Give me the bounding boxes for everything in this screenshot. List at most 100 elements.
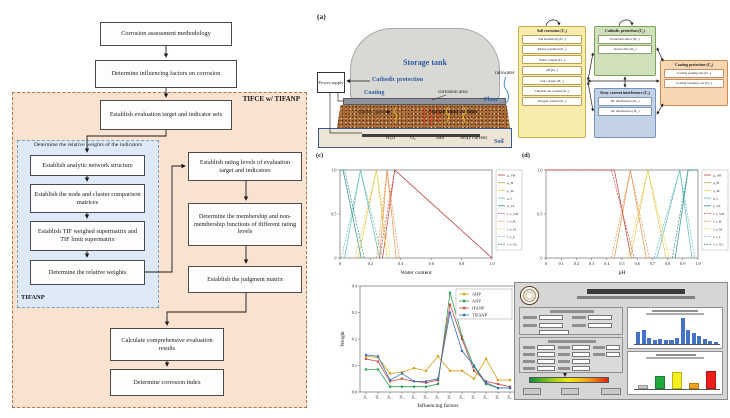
field-label-placeholder — [558, 367, 570, 370]
node-dc-interference: DC interference (D₃₁) — [598, 96, 652, 106]
x-tick-label: D₁₆ — [423, 396, 429, 400]
salt-label: Salt — [436, 135, 445, 141]
corrosion-area-label: corrosion area — [438, 89, 468, 95]
x-axis-label: Water content — [400, 270, 432, 276]
window-title-placeholder — [587, 289, 685, 294]
input-field[interactable] — [606, 345, 620, 350]
legend-entry: IFANP — [472, 306, 485, 311]
x-tick-label: D₄₂ — [507, 396, 513, 400]
action-button[interactable] — [523, 388, 541, 395]
step-factors: Determine influencing factors on corrosi… — [95, 60, 237, 88]
svg-text:0.2: 0.2 — [352, 337, 357, 342]
marker-ANP — [424, 385, 428, 388]
x-tick-label: D₄₁ — [495, 396, 500, 400]
field-label-placeholder — [572, 316, 586, 319]
x-tick-label: D₁₇ — [435, 396, 441, 400]
input-field[interactable] — [539, 323, 563, 328]
stray-current-label: Stray current — [460, 135, 487, 141]
series-1-ν_VH — [379, 169, 493, 259]
legend-entry: AHP — [472, 292, 481, 297]
marker-IFANP — [364, 357, 368, 360]
cluster-cathodic-protection: Cathodic protection (C₂) Protection effe… — [594, 26, 656, 76]
series-μ_M — [357, 169, 388, 259]
mini-bar — [663, 340, 668, 344]
panel-d-label: (d) — [522, 152, 530, 159]
x-tick-label: D₁₂ — [375, 396, 381, 400]
series-1-ν_H — [611, 169, 650, 259]
input-field[interactable] — [572, 359, 590, 364]
power-supply-box: Power supply — [317, 72, 345, 93]
form-section-indicators — [519, 337, 623, 373]
input-field[interactable] — [539, 330, 569, 335]
svg-text:0.3: 0.3 — [352, 310, 357, 315]
input-field[interactable] — [537, 352, 555, 357]
cluster-soil-corrosion: Soil corrosion (C₁) Soil Resistivity (D₁… — [518, 26, 586, 138]
x-axis-label: Influencing factors — [418, 402, 459, 409]
svg-text:0.5: 0.5 — [537, 212, 542, 217]
marker-ANP — [436, 382, 440, 386]
marker-AHP — [496, 378, 500, 382]
node-oxygen-content: Oxygen content (D₁₇) — [522, 96, 582, 106]
input-field[interactable] — [588, 323, 612, 328]
step-judgment: Establish the judgment matrix — [188, 266, 302, 293]
marker-TIFANP — [508, 386, 512, 390]
marker-IFANP — [376, 360, 380, 363]
marker-AHP — [364, 355, 368, 358]
legend-entry: 1-ν_VH — [507, 212, 519, 216]
node-redox-potential: Redox potential (D₁₂) — [522, 44, 582, 55]
step-rating: Establish rating levels of evaluation ta… — [188, 152, 302, 181]
marker-TIFANP — [484, 381, 488, 384]
series-AHP — [365, 355, 510, 381]
step-methodology: Corrosion assessment methodology — [100, 22, 232, 46]
svg-text:1.0: 1.0 — [331, 168, 336, 173]
input-field[interactable] — [539, 315, 563, 320]
marker-TIFANP — [412, 380, 416, 383]
input-field[interactable] — [572, 352, 590, 357]
legend-entry: 1-ν_M — [507, 227, 516, 231]
marker-TIFANP — [448, 311, 452, 314]
input-field[interactable] — [572, 366, 590, 371]
svg-text:0.9: 0.9 — [680, 261, 685, 266]
marker-ANP — [484, 382, 488, 386]
action-button[interactable] — [561, 388, 579, 395]
node-ph: pH (D₁₄) — [522, 65, 582, 75]
series-1-ν_L — [653, 169, 696, 259]
tank-label: Storage tank — [403, 58, 447, 67]
input-field[interactable] — [537, 345, 555, 350]
grade-bar — [671, 372, 682, 389]
asphalt-cushion — [337, 105, 510, 128]
node-ac-interference: AC interference (D₃₂) — [598, 106, 652, 117]
marker-TIFANP — [436, 377, 440, 380]
software-window — [514, 282, 728, 400]
marker-AHP — [424, 369, 428, 372]
field-label-placeholder — [523, 353, 535, 356]
mini-bar — [669, 340, 674, 344]
software-weights-chart — [627, 307, 723, 349]
field-label-placeholder — [593, 346, 605, 349]
cluster-stray-title: Stray current interference (C₃) — [600, 91, 650, 95]
input-field[interactable] — [537, 359, 555, 364]
series-1-ν_VH — [546, 169, 635, 259]
input-field[interactable] — [588, 315, 612, 320]
input-field[interactable] — [537, 366, 555, 371]
svg-text:0.2: 0.2 — [574, 261, 579, 266]
field-label-placeholder — [558, 360, 570, 363]
action-button[interactable] — [601, 388, 621, 395]
marker-AHP — [508, 378, 512, 382]
input-field[interactable] — [572, 345, 590, 350]
marker-IFANP — [472, 369, 476, 372]
marker-AHP — [472, 377, 476, 380]
field-label-placeholder — [523, 367, 535, 370]
grade-bar — [637, 385, 648, 389]
marker-IFANP — [508, 385, 512, 388]
input-field[interactable] — [606, 352, 620, 357]
window-subtitle-placeholder — [577, 296, 695, 299]
series-1-ν_VL — [340, 169, 365, 259]
scale-marker — [563, 373, 567, 377]
tank-body — [350, 28, 500, 99]
marker-IFANP — [436, 378, 440, 382]
chart-subtitle-placeholder — [646, 357, 704, 359]
field-label-placeholder — [523, 324, 537, 327]
series-1-ν_M — [626, 169, 670, 259]
